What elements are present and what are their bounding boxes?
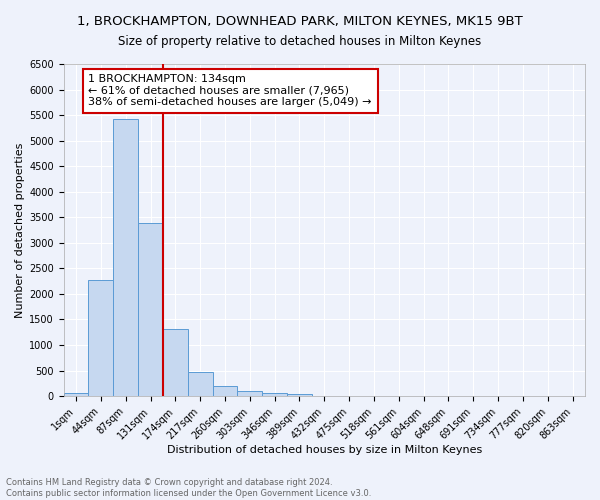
Bar: [188, 372, 212, 396]
Text: 1 BROCKHAMPTON: 134sqm
← 61% of detached houses are smaller (7,965)
38% of semi-: 1 BROCKHAMPTON: 134sqm ← 61% of detached…: [88, 74, 372, 108]
Bar: [163, 329, 188, 396]
Bar: [64, 393, 88, 396]
Bar: [88, 280, 113, 396]
Text: 1, BROCKHAMPTON, DOWNHEAD PARK, MILTON KEYNES, MK15 9BT: 1, BROCKHAMPTON, DOWNHEAD PARK, MILTON K…: [77, 15, 523, 28]
Y-axis label: Number of detached properties: Number of detached properties: [15, 142, 25, 318]
Bar: [113, 118, 138, 396]
X-axis label: Distribution of detached houses by size in Milton Keynes: Distribution of detached houses by size …: [167, 445, 482, 455]
Bar: [238, 392, 262, 396]
Bar: [212, 386, 238, 396]
Text: Size of property relative to detached houses in Milton Keynes: Size of property relative to detached ho…: [118, 35, 482, 48]
Bar: [287, 394, 312, 396]
Text: Contains HM Land Registry data © Crown copyright and database right 2024.
Contai: Contains HM Land Registry data © Crown c…: [6, 478, 371, 498]
Bar: [138, 224, 163, 396]
Bar: [262, 393, 287, 396]
